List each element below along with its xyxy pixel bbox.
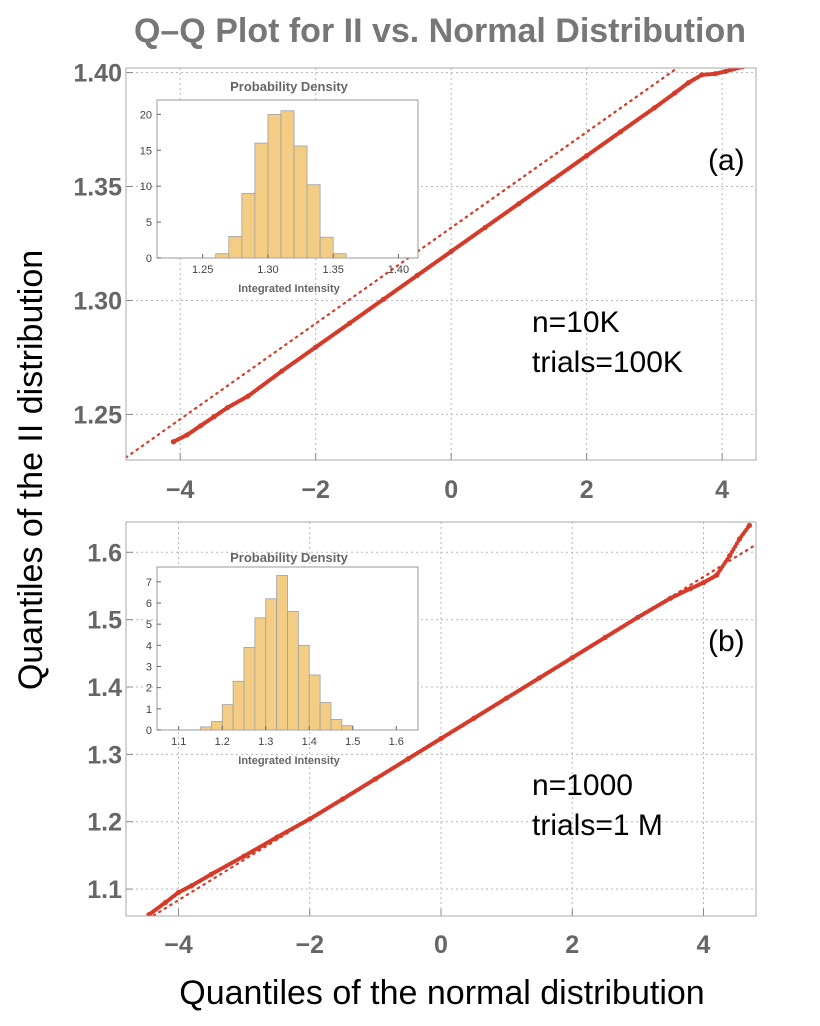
y-tick-label: 1.6 — [87, 539, 122, 567]
histogram-bar — [297, 644, 310, 731]
x-tick-label: 2 — [565, 931, 579, 959]
panel-b: −4 −2 0 2 4 1.1 1.2 1.3 1.4 1.5 1.6 Probability Den… — [87, 521, 757, 959]
plot-area — [126, 68, 745, 459]
data-point-band — [146, 523, 752, 916]
histogram-bar — [330, 719, 343, 731]
plot-frame — [125, 521, 757, 917]
y-tick-label: 1.25 — [73, 401, 122, 429]
plot-area — [146, 522, 756, 916]
inset-y-tick-label: 20 — [140, 109, 152, 121]
inset-x-tick-label: 1.30 — [257, 264, 278, 276]
inset-y-tick-label: 4 — [146, 640, 152, 652]
plot-frame — [125, 67, 757, 461]
inset-x-tick-label: 1.4 — [302, 736, 317, 748]
inset-x-tick-label: 1.35 — [322, 264, 343, 276]
y-tick-label: 1.30 — [73, 287, 122, 315]
panel-label: (b) — [708, 625, 745, 658]
histogram-bar — [308, 674, 321, 731]
histogram-bar — [265, 598, 278, 731]
sample-size-annotation: trials=1 M — [532, 809, 663, 842]
histogram-bar — [276, 575, 288, 731]
y-tick-label: 1.40 — [73, 60, 122, 88]
inset-y-tick-label: 7 — [146, 577, 152, 589]
inset-y-tick-label: 15 — [140, 145, 152, 157]
panel-label: (a) — [708, 144, 745, 177]
sample-size-annotation: n=1000 — [532, 769, 633, 802]
inset-x-tick-label: 1.40 — [388, 264, 409, 276]
histogram-bar — [267, 113, 282, 259]
y-tick-label: 1.35 — [73, 174, 122, 202]
histogram-bar — [215, 253, 230, 259]
histogram-bar — [200, 726, 212, 731]
inset-y-tick-label: 1 — [146, 704, 152, 716]
histogram-bar — [293, 145, 308, 259]
histogram-bar — [241, 192, 256, 259]
inset-y-tick-label: 0 — [146, 725, 152, 737]
histogram-bar — [319, 236, 334, 259]
histogram-bar — [243, 647, 256, 731]
data-point-band — [171, 68, 745, 444]
inset-x-tick-label: 1.25 — [192, 264, 213, 276]
reference-line — [126, 68, 680, 459]
x-tick-label: −4 — [166, 476, 195, 504]
y-axis-label: Quantiles of the II distribution — [12, 250, 50, 690]
inset-x-tick-label: 1.6 — [389, 736, 404, 748]
histogram-bar — [341, 725, 354, 731]
inset-y-tick-label: 0 — [146, 253, 152, 265]
inset-title: Probability Density — [230, 550, 349, 565]
inset-y-tick-label: 5 — [146, 619, 152, 631]
histogram-bar — [332, 253, 347, 259]
x-tick-label: −2 — [301, 476, 330, 504]
inset-x-tick-label: 1.3 — [258, 736, 273, 748]
inset-y-tick-label: 6 — [146, 598, 152, 610]
x-tick-label: 2 — [580, 476, 594, 504]
y-tick-label: 1.2 — [87, 809, 122, 837]
histogram-bar — [254, 617, 267, 731]
sample-quantile-point — [747, 523, 752, 528]
histogram-bar — [254, 142, 269, 259]
inset-x-axis-label: Integrated Intensity — [238, 755, 340, 767]
inset-y-tick-label: 10 — [140, 181, 152, 193]
histogram-bar — [210, 721, 223, 731]
inset-x-tick-label: 1.1 — [171, 736, 186, 748]
x-tick-label: 4 — [697, 931, 711, 959]
inset-x-axis-label: Integrated Intensity — [238, 283, 340, 295]
y-tick-label: 1.1 — [87, 876, 122, 904]
inset-y-tick-label: 2 — [146, 683, 152, 695]
histogram-bar — [232, 680, 245, 731]
inset-x-tick-label: 1.5 — [345, 736, 360, 748]
x-tick-label: 0 — [444, 476, 458, 504]
y-tick-label: 1.5 — [87, 607, 122, 635]
y-tick-label: 1.4 — [87, 674, 122, 702]
panel-a: −4 −2 0 2 4 1.25 1.30 1.35 1.40 Probability Densi… — [73, 60, 757, 504]
sample-size-annotation: n=10K — [532, 306, 620, 339]
x-tick-label: −2 — [295, 931, 324, 959]
histogram-bar — [287, 611, 299, 731]
inset-y-tick-label: 5 — [146, 217, 152, 229]
sample-size-annotation: trials=100K — [532, 346, 683, 379]
x-tick-label: −4 — [164, 931, 193, 959]
x-axis-label: Quantiles of the normal distribution — [179, 974, 704, 1012]
figure-title: Q–Q Plot for II vs. Normal Distribution — [134, 12, 746, 50]
histogram-bar — [306, 184, 321, 259]
x-tick-label: 4 — [715, 476, 729, 504]
histogram-bar — [280, 110, 295, 259]
y-tick-label: 1.3 — [87, 741, 122, 769]
histogram-bar — [221, 704, 234, 731]
inset-y-tick-label: 3 — [146, 661, 152, 673]
x-tick-label: 0 — [434, 931, 448, 959]
inset-title: Probability Density — [230, 79, 349, 94]
histogram-bar — [319, 702, 332, 731]
inset-x-tick-label: 1.2 — [215, 736, 230, 748]
histogram-bar — [228, 236, 243, 259]
